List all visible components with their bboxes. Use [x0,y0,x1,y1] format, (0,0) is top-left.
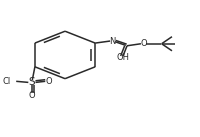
Text: O: O [139,39,146,48]
Text: O: O [28,91,35,100]
Text: Cl: Cl [3,77,11,86]
Text: N: N [108,37,115,45]
Text: OH: OH [116,53,129,62]
Text: S: S [28,77,35,87]
Text: O: O [45,77,52,86]
